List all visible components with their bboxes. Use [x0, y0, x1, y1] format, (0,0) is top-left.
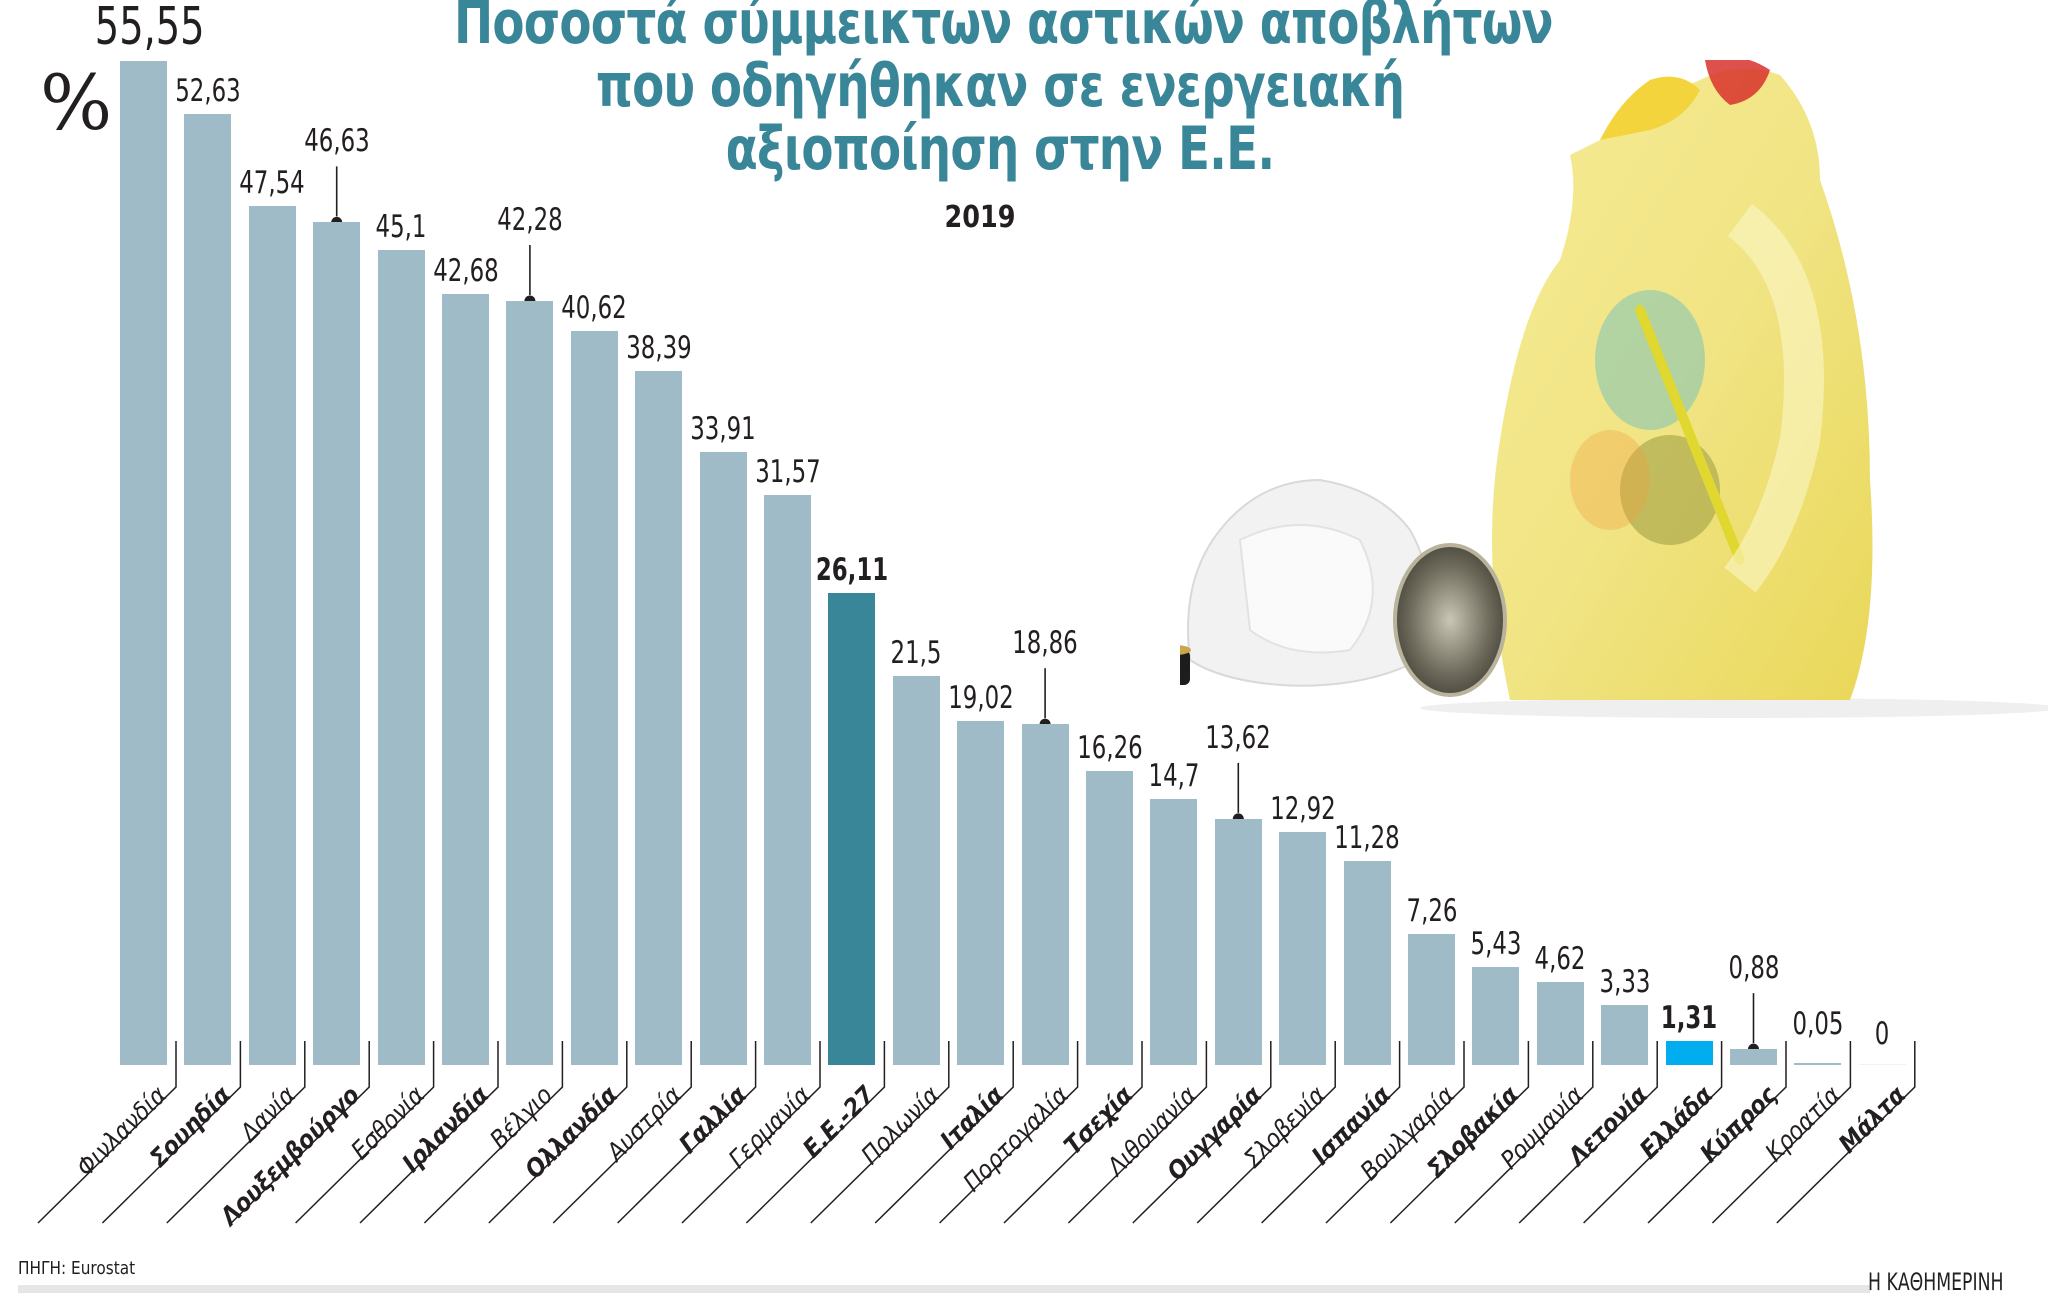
bar-27 [1858, 1064, 1906, 1065]
bar-6 [506, 301, 554, 1065]
unit-percent-label: % [40, 58, 113, 147]
chart-title: Ποσοστά σύμμεικτων αστικών αποβλήτων που… [300, 0, 1700, 181]
value-label: 38,39 [625, 330, 692, 367]
bar-13 [957, 721, 1005, 1065]
value-label: 1,31 [1660, 1000, 1718, 1036]
bar-7 [570, 330, 618, 1065]
bar-24 [1665, 1041, 1713, 1065]
value-label: 47,54 [239, 164, 306, 201]
value-label: 33,91 [690, 411, 756, 448]
footer-divider [18, 1285, 1870, 1293]
bar-20 [1408, 933, 1455, 1065]
value-label: 52,63 [175, 72, 241, 109]
value-label: 16,26 [1076, 730, 1143, 767]
value-label: 45,1 [375, 209, 427, 246]
value-label: 5,43 [1470, 925, 1522, 962]
bar-15 [1086, 771, 1133, 1065]
bar-11 [828, 593, 876, 1065]
value-label: 19,02 [947, 680, 1014, 717]
chart-subtitle-year: 2019 [944, 200, 1016, 235]
bar-4 [377, 250, 425, 1065]
bar-21 [1472, 966, 1520, 1065]
publisher-logo: Η ΚΑΘΗΜΕΡΙΝΗ [1868, 1268, 2004, 1296]
value-label: 42,28 [497, 202, 563, 238]
bar-14 [1021, 724, 1069, 1065]
value-label: 40,62 [561, 289, 628, 326]
value-label: 12,92 [1269, 790, 1336, 827]
bar-16 [1150, 799, 1198, 1065]
source-note: ΠΗΓΗ: Eurostat [18, 1258, 136, 1279]
value-label: 18,86 [1012, 625, 1078, 662]
bar-0 [120, 61, 167, 1065]
bar-10 [764, 494, 811, 1065]
value-label: 42,68 [432, 252, 499, 289]
value-label: 14,7 [1148, 758, 1200, 795]
title-line-3: αξιοποίηση στην Ε.Ε. [725, 114, 1275, 184]
value-label: 7,26 [1406, 892, 1457, 929]
bar-9 [699, 452, 747, 1065]
bar-25 [1730, 1049, 1777, 1065]
bar-26 [1794, 1063, 1842, 1065]
bar-17 [1214, 818, 1262, 1065]
bar-2 [248, 205, 296, 1065]
value-label: 0,05 [1792, 1006, 1844, 1042]
value-label: 11,28 [1334, 820, 1400, 857]
bar-18 [1279, 831, 1327, 1065]
bar-5 [442, 293, 489, 1065]
value-label: 55,55 [94, 0, 205, 58]
bar-19 [1343, 861, 1391, 1065]
value-label: 3,33 [1599, 963, 1651, 1000]
bar-12 [892, 676, 940, 1065]
bar-23 [1601, 1004, 1649, 1065]
bar-3 [313, 222, 361, 1065]
value-label: 13,62 [1205, 719, 1272, 756]
bar-22 [1536, 981, 1584, 1065]
value-label: 4,62 [1534, 940, 1586, 977]
value-label: 21,5 [890, 635, 942, 672]
value-label: 26,11 [815, 552, 889, 589]
bar-8 [635, 371, 683, 1065]
value-label: 31,57 [754, 453, 821, 490]
value-label: 46,63 [303, 123, 370, 160]
value-label: 0,88 [1728, 950, 1779, 987]
bar-1 [184, 113, 232, 1065]
value-label: 0 [1875, 1016, 1890, 1052]
title-line-2: που οδηγήθηκαν σε ενεργειακή [595, 51, 1405, 121]
garbage-bag-photo-icon [1180, 60, 2048, 718]
title-line-1: Ποσοστά σύμμεικτων αστικών αποβλήτων [454, 0, 1554, 58]
